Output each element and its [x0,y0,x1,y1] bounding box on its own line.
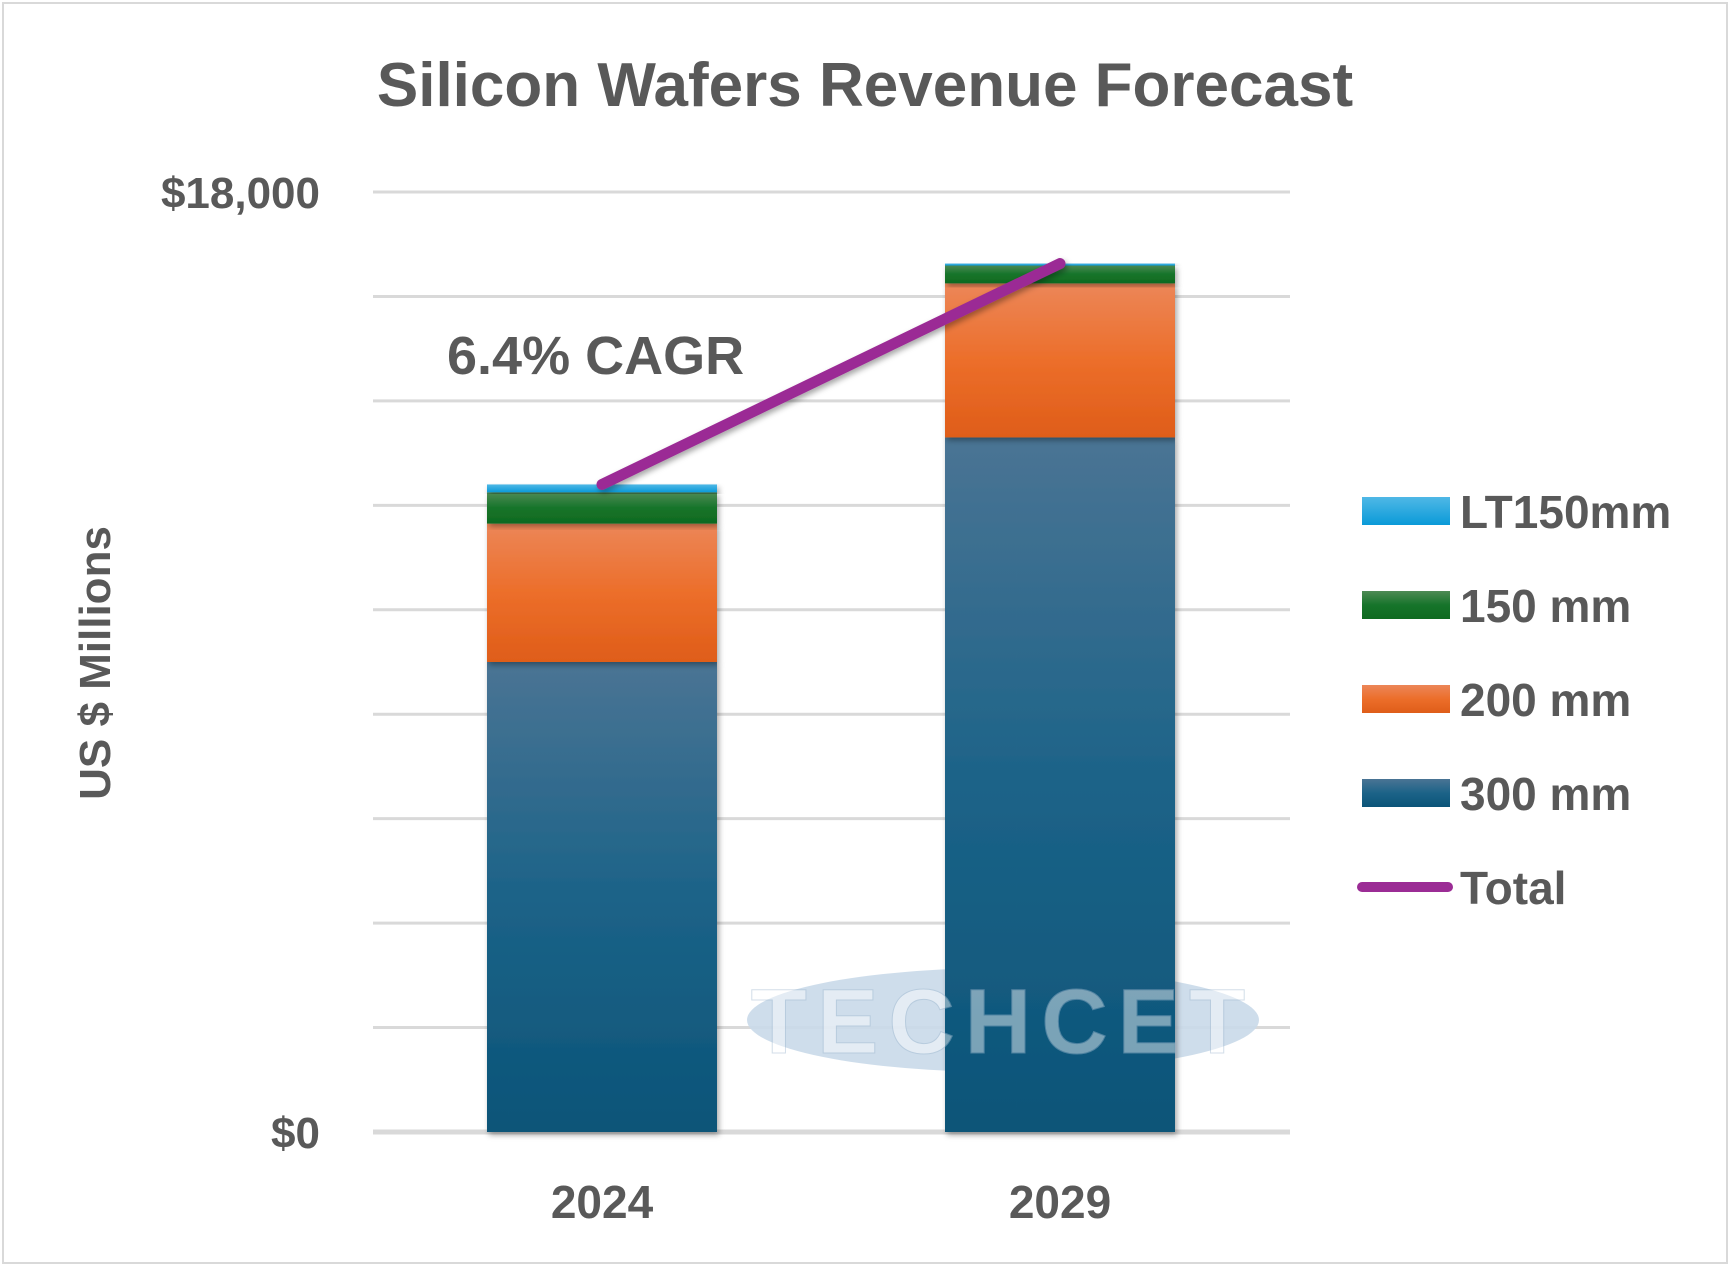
bar-segment-200mm [945,283,1175,438]
y-tick-label: $18,000 [161,169,320,218]
total-line [596,258,1066,490]
x-tick-label: 2029 [1009,1176,1111,1228]
y-axis-label: US $ Millions [71,526,120,800]
legend-swatch [1362,685,1450,713]
x-tick-label: 2024 [551,1176,654,1228]
bar-segment-150mm [487,492,717,524]
bar-segment-300mm [487,662,717,1132]
bar-segment-300mm [945,437,1175,1132]
cagr-annotation: 6.4% CAGR [447,326,744,386]
chart-title: Silicon Wafers Revenue Forecast [377,51,1353,120]
legend-label: 300 mm [1460,768,1631,820]
legend-swatch [1362,497,1450,525]
legend-label: Total [1460,862,1566,914]
legend-label: 150 mm [1460,580,1631,632]
legend-label: 200 mm [1460,674,1631,726]
legend-label: LT150mm [1460,486,1671,538]
y-tick-label: $0 [271,1109,320,1158]
legend-swatch [1362,779,1450,807]
watermark-text: TECHCET [751,971,1255,1073]
bar-segment-200mm [487,523,717,662]
bar-segment-150mm [945,265,1175,284]
legend-swatch [1362,591,1450,619]
